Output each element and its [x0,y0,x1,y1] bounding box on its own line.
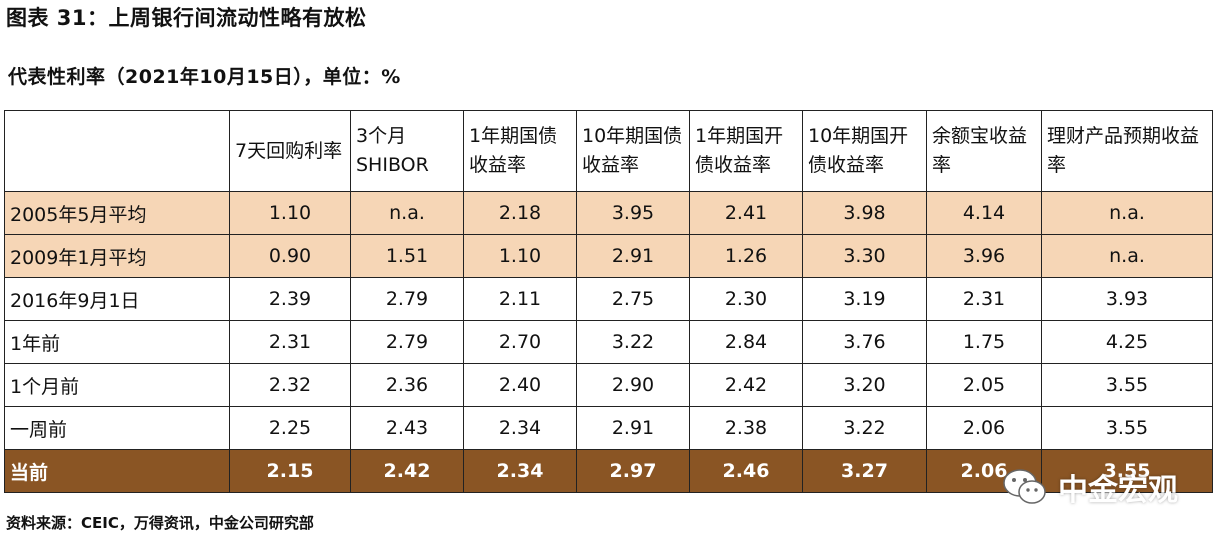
table-cell: 2.91 [576,234,690,278]
table-cell: 2.70 [463,320,577,364]
table-cell: 4.25 [1041,320,1213,364]
header-row: 7天回购利率 3个月SHIBOR 1年期国债收益率 10年期国债收益率 1年期国… [4,110,1213,192]
table-cell: 2.40 [463,363,577,407]
table-row: 2005年5月平均 1.10 n.a. 2.18 3.95 2.41 3.98 … [4,191,1213,235]
table-cell: 2.79 [350,320,464,364]
table-cell: 3.55 [1041,449,1213,493]
table-cell: 3.95 [576,191,690,235]
table-cell: 3.19 [802,277,927,321]
table-cell: 1.26 [689,234,803,278]
table-cell: 2.43 [350,406,464,450]
watermark: 中金宏观 [1002,462,1212,512]
table-cell: 1.51 [350,234,464,278]
table-cell: n.a. [350,191,464,235]
table-cell: 2.38 [689,406,803,450]
table-cell: 2.31 [926,277,1042,321]
table-row-current: 当前 2.15 2.42 2.34 2.97 2.46 3.27 2.06 3.… [4,449,1213,493]
header-cell: 1年期国开债收益率 [689,110,803,192]
header-cell: 3个月SHIBOR [350,110,464,192]
header-cell: 7天回购利率 [229,110,351,192]
wechat-icon [1003,469,1046,504]
header-cell: 余额宝收益率 [926,110,1042,192]
table-cell: 2.91 [576,406,690,450]
header-cell: 10年期国债收益率 [576,110,690,192]
row-label: 2016年9月1日 [4,277,230,321]
header-cell [4,110,230,192]
row-label: 一周前 [4,406,230,450]
table-cell: 3.76 [802,320,927,364]
table-cell: 2.30 [689,277,803,321]
header-cell: 理财产品预期收益率 [1041,110,1213,192]
row-label: 1个月前 [4,363,230,407]
table-cell: 1.10 [463,234,577,278]
table-cell: 3.98 [802,191,927,235]
table-cell: 3.55 [1041,363,1213,407]
table-cell: n.a. [1041,234,1213,278]
table-cell: 2.41 [689,191,803,235]
source-note: 资料来源：CEIC，万得资讯，中金公司研究部 [6,514,314,532]
table-cell: n.a. [1041,191,1213,235]
table-cell: 2.34 [463,449,577,493]
header-cell: 1年期国债收益率 [463,110,577,192]
table-cell: 2.32 [229,363,351,407]
table-row: 一周前 2.25 2.43 2.34 2.91 2.38 3.22 2.06 3… [4,406,1213,450]
rates-table: 7天回购利率 3个月SHIBOR 1年期国债收益率 10年期国债收益率 1年期国… [4,110,1213,493]
figure-title: 图表 31：上周银行间流动性略有放松 [6,6,367,30]
table-cell: 1.10 [229,191,351,235]
row-label: 2009年1月平均 [4,234,230,278]
table-cell: 2.42 [689,363,803,407]
table-cell: 4.14 [926,191,1042,235]
table-cell: 2.31 [229,320,351,364]
table-cell: 1.75 [926,320,1042,364]
table-cell: 2.42 [350,449,464,493]
table-cell: 2.18 [463,191,577,235]
row-label: 2005年5月平均 [4,191,230,235]
table-cell: 2.06 [926,406,1042,450]
table-cell: 2.79 [350,277,464,321]
table-row: 2016年9月1日 2.39 2.79 2.11 2.75 2.30 3.19 … [4,277,1213,321]
table-row: 2009年1月平均 0.90 1.51 1.10 2.91 1.26 3.30 … [4,234,1213,278]
table-cell: 3.96 [926,234,1042,278]
table-cell: 2.15 [229,449,351,493]
table-cell: 3.30 [802,234,927,278]
table-cell: 2.36 [350,363,464,407]
watermark-text: 中金宏观 [1058,473,1178,508]
table-cell: 3.22 [802,406,927,450]
row-label: 当前 [4,449,230,493]
table-cell: 2.46 [689,449,803,493]
table-cell: 3.20 [802,363,927,407]
table-row: 1个月前 2.32 2.36 2.40 2.90 2.42 3.20 2.05 … [4,363,1213,407]
table-cell: 2.34 [463,406,577,450]
table-cell: 2.25 [229,406,351,450]
table-cell: 3.55 [1041,406,1213,450]
table-cell: 0.90 [229,234,351,278]
table-cell: 2.39 [229,277,351,321]
table-cell: 2.84 [689,320,803,364]
table-cell: 3.93 [1041,277,1213,321]
table-cell: 2.75 [576,277,690,321]
table-cell: 2.90 [576,363,690,407]
header-cell: 10年期国开债收益率 [802,110,927,192]
table-cell: 2.11 [463,277,577,321]
row-label: 1年前 [4,320,230,364]
table-cell: 3.22 [576,320,690,364]
table-cell: 2.05 [926,363,1042,407]
table-cell: 3.27 [802,449,927,493]
figure-subtitle: 代表性利率（2021年10月15日），单位：% [8,66,401,88]
table-row: 1年前 2.31 2.79 2.70 3.22 2.84 3.76 1.75 4… [4,320,1213,364]
table-cell: 2.97 [576,449,690,493]
